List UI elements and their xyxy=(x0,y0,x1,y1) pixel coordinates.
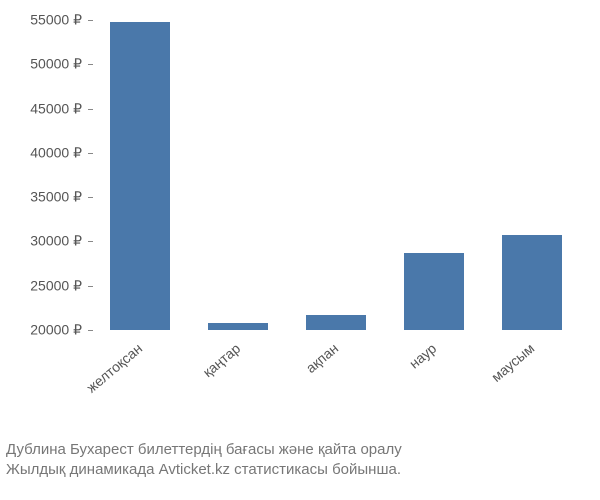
x-tick-label: наур xyxy=(337,340,439,429)
y-tick-mark xyxy=(88,20,93,21)
plot-area xyxy=(90,20,580,330)
y-tick-label: 20000 ₽ xyxy=(0,322,90,339)
y-tick-mark xyxy=(88,64,93,65)
y-tick-mark xyxy=(88,286,93,287)
x-tick-label: қаңтар xyxy=(141,340,243,429)
y-tick-label: 45000 ₽ xyxy=(0,100,90,117)
price-bar-chart: 20000 ₽ 25000 ₽ 30000 ₽ 35000 ₽ 40000 ₽ 45000… xyxy=(0,10,600,390)
bar xyxy=(404,253,465,330)
y-tick-mark xyxy=(88,109,93,110)
caption-line-1: Дублина Бухарест билеттердің бағасы және… xyxy=(6,441,402,458)
y-tick-label: 25000 ₽ xyxy=(0,277,90,294)
y-tick-mark xyxy=(88,330,93,331)
y-tick-mark xyxy=(88,153,93,154)
y-tick-mark xyxy=(88,197,93,198)
y-tick-mark xyxy=(88,241,93,242)
y-tick-label: 50000 ₽ xyxy=(0,56,90,73)
y-tick-label: 40000 ₽ xyxy=(0,144,90,161)
bar xyxy=(306,315,367,330)
caption-line-2: Жылдық динамикада Avticket.kz статистика… xyxy=(6,461,401,478)
bar xyxy=(208,323,269,330)
bar xyxy=(502,235,563,330)
x-tick-label: желтоқсан xyxy=(43,340,145,429)
x-tick-label: ақпан xyxy=(239,340,341,429)
y-tick-label: 30000 ₽ xyxy=(0,233,90,250)
y-tick-label: 35000 ₽ xyxy=(0,189,90,206)
bar xyxy=(110,22,171,330)
x-tick-label: маусым xyxy=(435,340,537,429)
y-tick-label: 55000 ₽ xyxy=(0,12,90,29)
chart-caption: Дублина Бухарест билеттердің бағасы және… xyxy=(0,440,600,481)
